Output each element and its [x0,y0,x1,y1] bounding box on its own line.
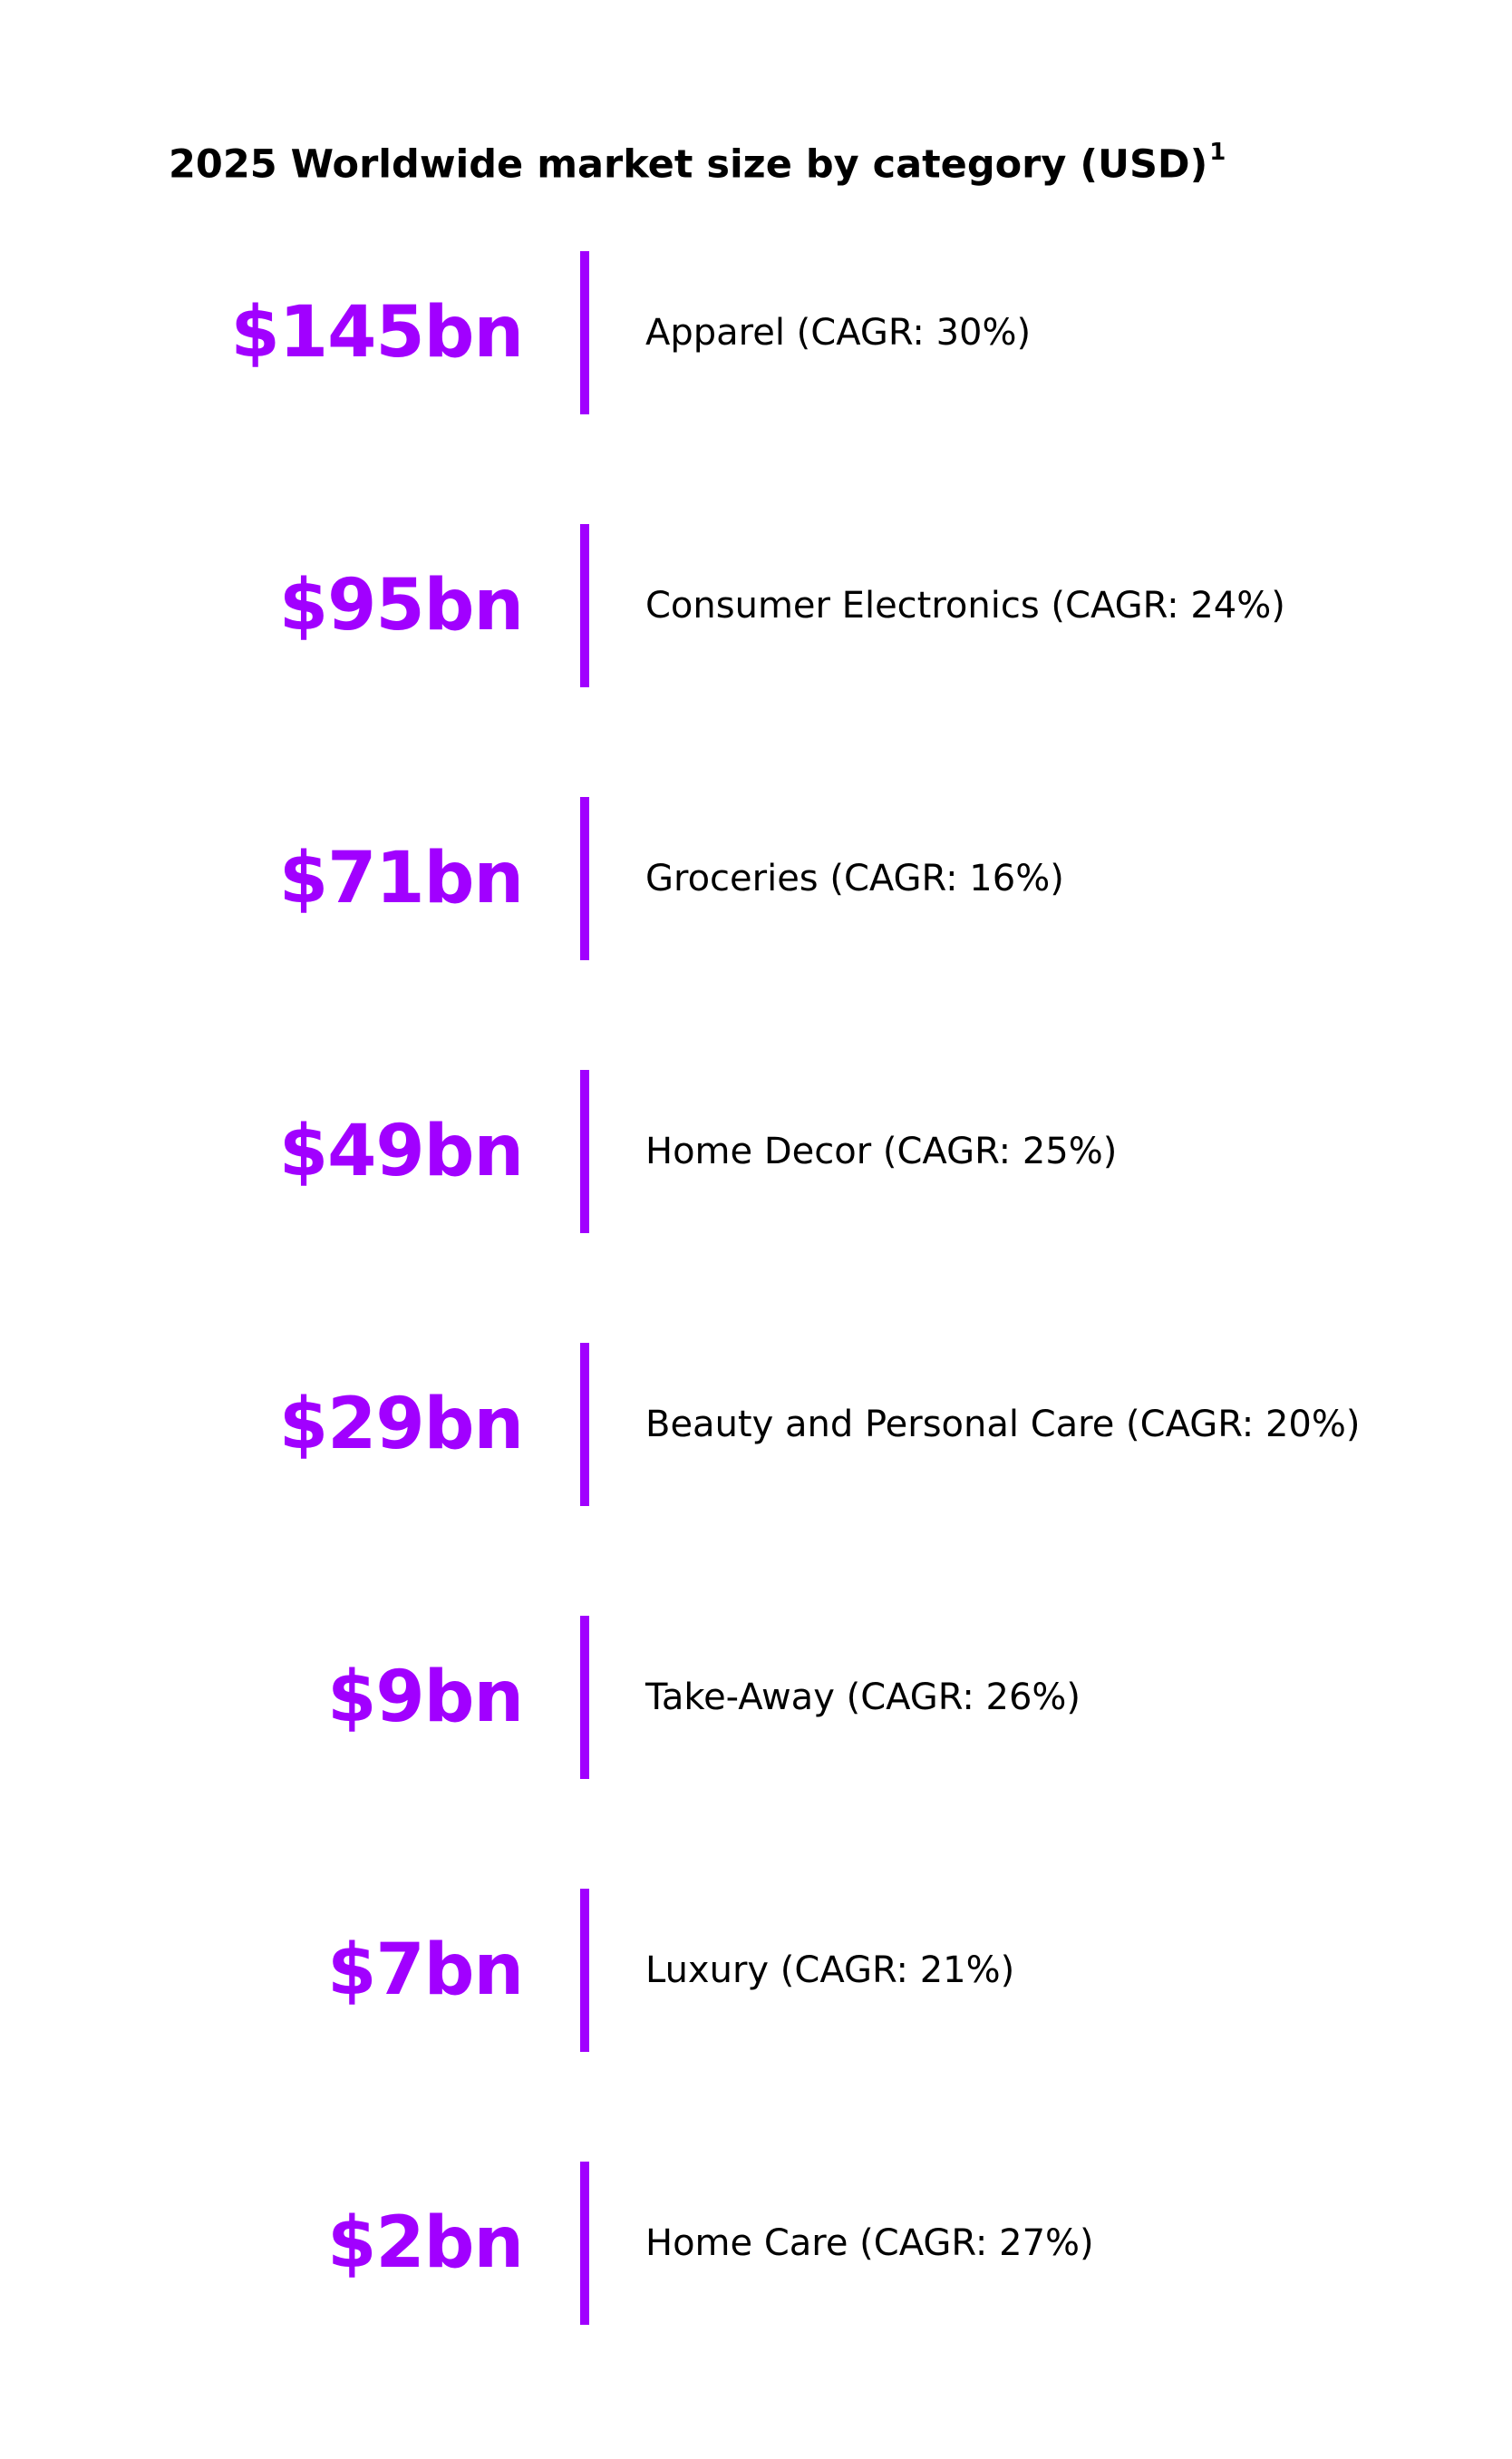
category-label: Home Decor (CAGR: 25%) [645,1131,1117,1172]
divider-bar [580,1070,589,1233]
chart-row: $145bn Apparel (CAGR: 30%) [231,251,1031,414]
divider-bar [580,2162,589,2325]
category-label: Take-Away (CAGR: 26%) [645,1677,1081,1718]
chart-title: 2025 Worldwide market size by category (… [169,129,1226,191]
value-label: $71bn [279,838,523,919]
divider-bar [580,1889,589,2052]
divider-bar [580,251,589,414]
chart-row: $95bn Consumer Electronics (CAGR: 24%) [279,524,1285,687]
value-label: $9bn [327,1657,523,1738]
footnote-marker: 1 [1209,139,1226,166]
divider-bar [580,524,589,687]
value-label: $49bn [279,1111,523,1192]
category-label: Beauty and Personal Care (CAGR: 20%) [645,1404,1361,1445]
category-label: Groceries (CAGR: 16%) [645,858,1064,899]
divider-bar [580,1616,589,1779]
category-label: Luxury (CAGR: 21%) [645,1949,1014,1991]
chart-row: $7bn Luxury (CAGR: 21%) [327,1889,1014,2052]
value-label: $95bn [279,565,523,646]
value-label: $29bn [279,1384,523,1465]
category-label: Apparel (CAGR: 30%) [645,312,1031,354]
divider-bar [580,797,589,960]
divider-bar [580,1343,589,1506]
value-label: $7bn [327,1929,523,2011]
chart-row: $71bn Groceries (CAGR: 16%) [279,797,1064,960]
category-label: Consumer Electronics (CAGR: 24%) [645,585,1285,627]
chart-row: $29bn Beauty and Personal Care (CAGR: 20%… [279,1343,1361,1506]
chart-title-text: 2025 Worldwide market size by category (… [169,141,1208,188]
value-label: $145bn [231,292,523,374]
value-label: $2bn [327,2202,523,2284]
category-label: Home Care (CAGR: 27%) [645,2222,1094,2264]
chart-row: $49bn Home Decor (CAGR: 25%) [279,1070,1117,1233]
chart-row: $9bn Take-Away (CAGR: 26%) [327,1616,1081,1779]
chart-row: $2bn Home Care (CAGR: 27%) [327,2162,1094,2325]
